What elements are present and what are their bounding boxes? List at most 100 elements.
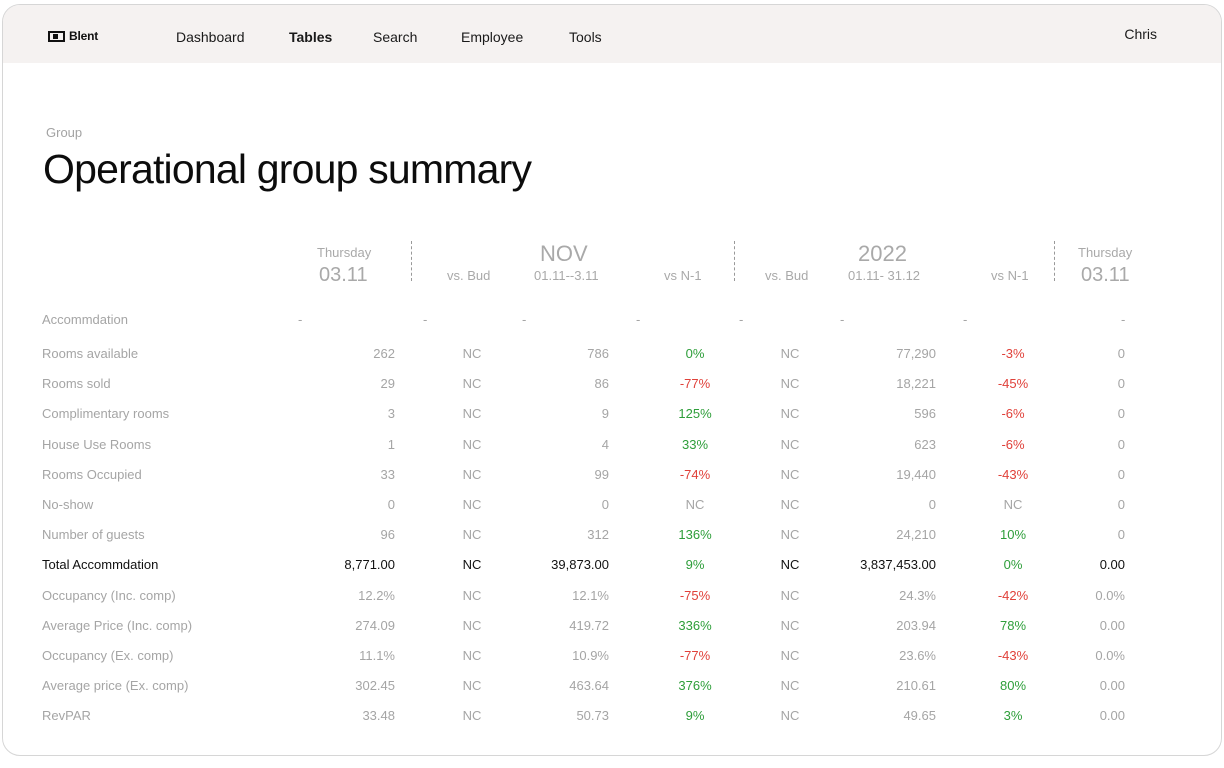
cell-year-vs-bud: NC (780, 587, 800, 603)
row-label: RevPAR (42, 708, 91, 724)
cell-year-vs-bud: NC (780, 678, 800, 694)
table-row[interactable]: Occupancy (Inc. comp) 12.2% NC 12.1% -75% NC 2… (3, 588, 1221, 608)
table-row[interactable]: No-show 0 NC 0 NC NC 0 NC 0 (3, 497, 1221, 517)
cell-month-vs-bud: NC (462, 527, 482, 543)
cell-month-value: 9 (601, 406, 609, 422)
cell-month-vs-n1: 125% (678, 406, 712, 422)
app-window: Blent Dashboard Tables Search Employee T… (2, 4, 1222, 756)
cell-month-vs-n1: NC (685, 497, 705, 512)
cell-month-vs-bud: NC (462, 466, 482, 482)
nav-item-tools[interactable]: Tools (569, 29, 602, 45)
cell-month-vs-n1: 136% (678, 527, 712, 543)
cell-month-vs-bud: NC (462, 376, 482, 392)
cell-month-vs-n1: 33% (681, 436, 709, 452)
breadcrumb[interactable]: Group (46, 125, 83, 140)
cell-month-value: 786 (587, 346, 609, 361)
table-row[interactable]: RevPAR 33.48 NC 50.73 9% NC 49.65 3% 0.00 (3, 708, 1221, 728)
page-title: Operational group summary (43, 146, 532, 192)
table-row[interactable]: House Use Rooms 1 NC 4 33% NC 623 -6% 0 (3, 437, 1221, 457)
cell-month-vs-n1: -75% (679, 587, 711, 603)
header-month-vs-n1: vs N-1 (664, 268, 702, 283)
header-year: 2022 (858, 241, 907, 266)
cell-day-right: 0.00 (1099, 617, 1125, 633)
row-label: Complimentary rooms (42, 406, 170, 422)
cell-month-value: 4 (601, 436, 609, 452)
cell-year-vs-n1: -6% (1001, 406, 1025, 422)
cell-year-vs-bud: NC (780, 648, 800, 663)
cell-year-vs-bud: NC (780, 466, 800, 482)
cell-year-vs-n1: -42% (997, 587, 1029, 603)
section-dash: - (840, 312, 845, 327)
cell-month-value: 86 (594, 376, 609, 392)
cell-day-right: 0.0% (1095, 587, 1125, 603)
cell-year-vs-bud: NC (780, 617, 800, 633)
cell-day: 0 (387, 497, 395, 512)
section-dash: - (298, 312, 303, 327)
table-row[interactable]: Rooms Occupied 33 NC 99 -74% NC 19,440 -43% 0 (3, 467, 1221, 487)
nav-item-tables[interactable]: Tables (289, 29, 333, 45)
cell-year-vs-bud: NC (780, 497, 800, 512)
row-label: No-show (42, 497, 94, 512)
cell-month-value: 463.64 (569, 678, 609, 694)
cell-day-right: 0.00 (1099, 678, 1125, 694)
table-row[interactable]: Total Accommdation 8,771.00 NC 39,873.00 9% N… (3, 557, 1221, 577)
cell-month-vs-bud: NC (462, 436, 482, 452)
cell-year-vs-bud: NC (780, 376, 800, 392)
cell-month-vs-n1: -74% (679, 466, 711, 482)
nav-item-employee[interactable]: Employee (461, 29, 524, 45)
cell-month-vs-bud: NC (462, 497, 482, 512)
cell-year-vs-n1: 0% (1003, 557, 1023, 573)
cell-year-value: 596 (914, 406, 936, 422)
column-divider (734, 241, 735, 281)
cell-year-vs-bud: NC (780, 436, 800, 452)
cell-month-vs-bud: NC (462, 678, 482, 694)
header-month-vs-bud: vs. Bud (447, 268, 491, 283)
table-row[interactable]: Occupancy (Ex. comp) 11.1% NC 10.9% -77% NC 23… (3, 648, 1221, 668)
cell-year-vs-n1: -43% (997, 466, 1029, 482)
cell-year-value: 18,221 (896, 376, 936, 392)
table-row[interactable]: Number of guests 96 NC 312 136% NC 24,210 10% 0 (3, 527, 1221, 547)
table-row[interactable]: Rooms sold 29 NC 86 -77% NC 18,221 -45% 0 (3, 376, 1221, 396)
header-date-right: 03.11 (1081, 264, 1130, 286)
cell-month-value: 12.1% (572, 587, 609, 603)
cell-year-vs-n1: 3% (1003, 708, 1023, 724)
table-row[interactable]: Rooms available 262 NC 786 0% NC 77,290 -3% 0 (3, 346, 1221, 366)
table-row[interactable]: Complimentary rooms 3 NC 9 125% NC 596 -6% 0 (3, 406, 1221, 426)
logo-text: Blent (69, 29, 99, 43)
column-divider (411, 241, 412, 281)
section-row-accommodation: Accommdation - - - - - - - - (3, 312, 1221, 332)
row-label: Average Price (Inc. comp) (42, 617, 193, 633)
logo[interactable]: Blent (48, 29, 98, 43)
nav-item-search[interactable]: Search (373, 29, 418, 45)
cell-day: 33.48 (362, 708, 395, 724)
cell-year-value: 203.94 (896, 617, 936, 633)
cell-day-right: 0 (1117, 376, 1125, 392)
cell-year-vs-n1: 78% (999, 617, 1027, 633)
cell-day: 12.2% (358, 587, 395, 603)
table-row[interactable]: Average price (Ex. comp) 302.45 NC 463.64 37… (3, 678, 1221, 698)
top-navigation-bar: Blent Dashboard Tables Search Employee T… (3, 5, 1221, 63)
cell-day-right: 0.0% (1095, 648, 1125, 663)
cell-year-value: 23.6% (899, 648, 936, 663)
cell-day-right: 0 (1117, 466, 1125, 482)
cell-month-value: 419.72 (569, 617, 609, 633)
cell-year-value: 623 (914, 436, 936, 452)
cell-month-vs-bud: NC (462, 617, 482, 633)
column-divider (1054, 241, 1055, 281)
section-dash: - (423, 312, 428, 327)
cell-year-value: 3,837,453.00 (860, 557, 936, 573)
cell-year-vs-n1: 10% (999, 527, 1027, 543)
header-month: NOV (540, 241, 588, 266)
header-day-left: Thursday (317, 245, 372, 260)
cell-year-value: 24,210 (896, 527, 936, 543)
logo-icon (48, 30, 65, 42)
section-label: Accommdation (42, 312, 128, 327)
cell-day: 29 (380, 376, 395, 392)
cell-month-vs-bud: NC (462, 587, 482, 603)
user-menu[interactable]: Chris (1124, 26, 1157, 42)
cell-year-value: 24.3% (899, 587, 936, 603)
cell-month-value: 99 (594, 466, 609, 482)
table-row[interactable]: Average Price (Inc. comp) 274.09 NC 419.72 3… (3, 618, 1221, 638)
cell-month-value: 312 (587, 527, 609, 543)
nav-item-dashboard[interactable]: Dashboard (176, 29, 245, 45)
